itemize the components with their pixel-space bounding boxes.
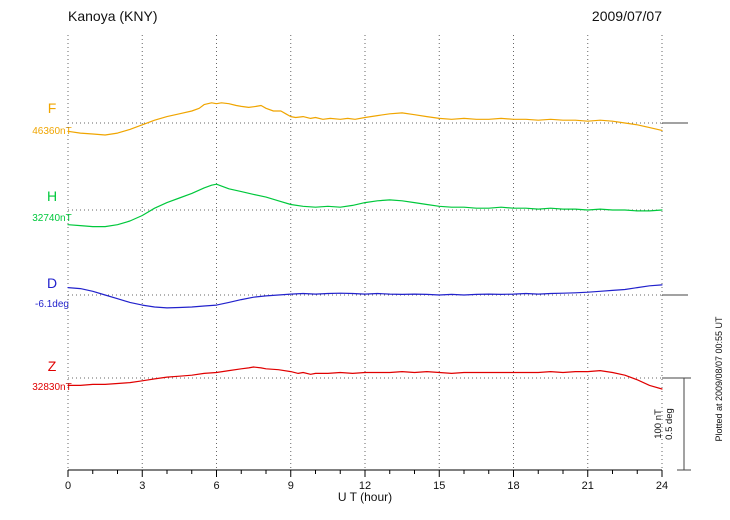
series-label-Z: Z [47,358,57,374]
scalebar-nt-label: 100 nT [653,409,664,439]
x-axis-label: U T (hour) [337,490,393,504]
station-title: Kanoya (KNY) [68,8,158,24]
x-tick-label: 6 [213,480,219,492]
x-tick-label: 12 [359,480,371,492]
series-baseline-F: 46360nT [32,126,72,137]
trace-F [67,102,663,136]
trace-D [67,284,663,309]
series-baseline-Z: 32830nT [32,382,72,393]
plotted-at-note: Plotted at 2009/08/07 00:55 UT [714,316,724,442]
x-tick-label: 0 [65,480,71,492]
series-label-F: F [47,100,57,116]
series-baseline-D: -6.1deg [35,299,69,310]
x-tick-label: 18 [507,480,519,492]
trace-H [67,183,663,228]
scalebar-label: 100 nT 0.5 deg [653,392,675,456]
series-baseline-H: 32740nT [32,213,72,224]
scalebar-deg-label: 0.5 deg [664,408,675,440]
x-tick-label: 3 [139,480,145,492]
x-tick-label: 21 [582,480,594,492]
series-label-D: D [46,275,58,291]
x-tick-label: 15 [433,480,445,492]
date-label: 2009/07/07 [591,8,662,24]
x-tick-label: 9 [288,480,294,492]
trace-Z [67,366,663,390]
series-label-H: H [46,188,58,204]
x-tick-label: 24 [656,480,668,492]
